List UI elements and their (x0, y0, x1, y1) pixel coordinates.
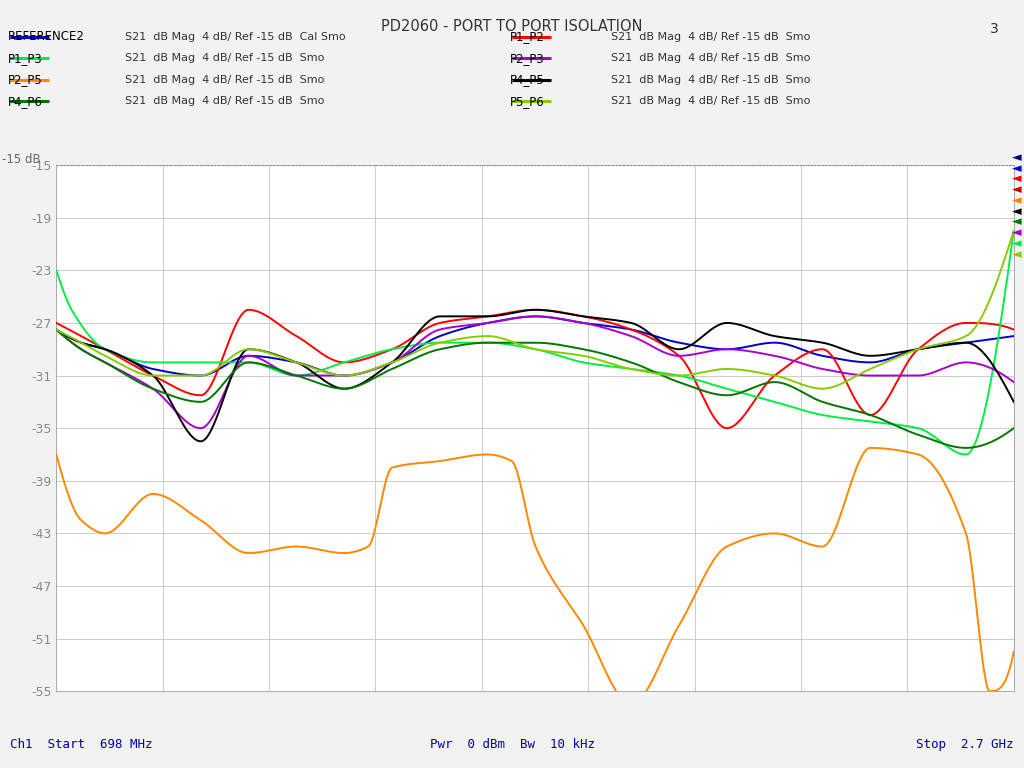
Text: -15 dB: -15 dB (2, 154, 41, 166)
Text: P4_P5: P4_P5 (510, 74, 545, 86)
Text: ◄: ◄ (1013, 194, 1022, 207)
Text: P2_P3: P2_P3 (510, 52, 545, 65)
Text: P5_P6: P5_P6 (510, 95, 545, 108)
Text: P4_P6: P4_P6 (8, 95, 43, 108)
Text: S21  dB Mag  4 dB/ Ref -15 dB  Smo: S21 dB Mag 4 dB/ Ref -15 dB Smo (125, 96, 325, 107)
Text: 3: 3 (989, 22, 998, 35)
Text: ◄: ◄ (1013, 205, 1022, 217)
Text: ◄: ◄ (1013, 248, 1022, 260)
Text: ◄: ◄ (1013, 216, 1022, 228)
Text: S21  dB Mag  4 dB/ Ref -15 dB  Smo: S21 dB Mag 4 dB/ Ref -15 dB Smo (125, 53, 325, 64)
Text: P2_P5: P2_P5 (8, 74, 43, 86)
Text: S21  dB Mag  4 dB/ Ref -15 dB  Smo: S21 dB Mag 4 dB/ Ref -15 dB Smo (611, 96, 811, 107)
Text: ◄: ◄ (1013, 173, 1022, 185)
Text: PD2060 - PORT TO PORT ISOLATION: PD2060 - PORT TO PORT ISOLATION (381, 19, 643, 35)
Text: ◄: ◄ (1013, 227, 1022, 239)
Text: ◄: ◄ (1013, 237, 1022, 250)
Text: S21  dB Mag  4 dB/ Ref -15 dB  Smo: S21 dB Mag 4 dB/ Ref -15 dB Smo (125, 74, 325, 85)
Text: S21  dB Mag  4 dB/ Ref -15 dB  Cal Smo: S21 dB Mag 4 dB/ Ref -15 dB Cal Smo (125, 31, 345, 42)
Text: P1_P2: P1_P2 (510, 31, 545, 43)
Text: S21  dB Mag  4 dB/ Ref -15 dB  Smo: S21 dB Mag 4 dB/ Ref -15 dB Smo (611, 53, 811, 64)
Text: ◄: ◄ (1013, 162, 1022, 174)
Text: Pwr  0 dBm  Bw  10 kHz: Pwr 0 dBm Bw 10 kHz (429, 738, 595, 751)
Text: Stop  2.7 GHz: Stop 2.7 GHz (916, 738, 1014, 751)
Text: S21  dB Mag  4 dB/ Ref -15 dB  Smo: S21 dB Mag 4 dB/ Ref -15 dB Smo (611, 74, 811, 85)
Text: REFERENCE2: REFERENCE2 (8, 31, 85, 43)
Text: Ch1  Start  698 MHz: Ch1 Start 698 MHz (10, 738, 153, 751)
Text: ◄: ◄ (1013, 151, 1022, 164)
Text: P1_P3: P1_P3 (8, 52, 43, 65)
Text: S21  dB Mag  4 dB/ Ref -15 dB  Smo: S21 dB Mag 4 dB/ Ref -15 dB Smo (611, 31, 811, 42)
Text: ◄: ◄ (1013, 184, 1022, 196)
